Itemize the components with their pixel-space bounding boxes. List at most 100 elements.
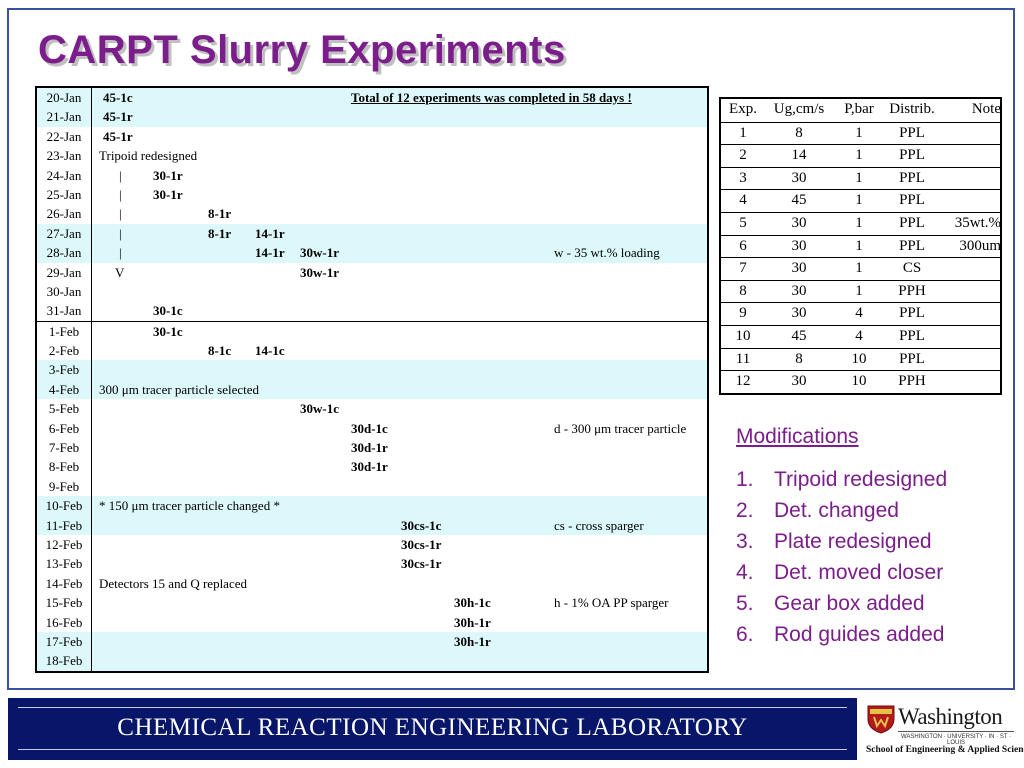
exp-row: 9 30 4 PPL [721,302,1000,325]
log-entry: 30h-1r [454,614,491,630]
modifications-heading: Modifications [736,425,859,448]
log-date: 10-Feb [37,496,92,516]
log-row: 30-Jan [37,281,707,302]
log-row: 2-Feb 8-1c 14-1c [37,341,707,361]
log-row: 14-Feb Detectors 15 and Q replaced [37,573,707,594]
modification-text: Tripoid redesigned [774,468,948,491]
exp-header-cell: Ug,cm/s [773,101,825,117]
log-date: 25-Jan [37,184,92,205]
log-entry: cs - cross sparger [554,517,644,533]
log-date: 7-Feb [37,438,92,458]
log-entry: 30cs-1r [401,536,442,552]
log-entry: 30-1c [153,303,183,319]
experiment-summary-table: Exp. Ug,cm/s P,bar Distrib. Note 1 8 1 PPL 2 14 1 PP… [719,97,1002,395]
modification-number: 4. [736,561,754,584]
exp-row: 6 30 1 PPL 300um [721,234,1001,258]
exp-cell: PPL [899,214,925,231]
exp-cell: 45 [791,192,807,209]
log-row: 5-Feb 30w-1c [37,399,707,419]
log-date: 14-Feb [37,573,92,594]
log-row: 31-Jan 30-1c [37,301,707,321]
exp-cell: 1 [855,282,863,299]
log-row: 28-Jan | 14-1r 30w-1r w - 35 wt.% loading [37,243,707,263]
exp-cell: 30 [791,237,807,254]
log-date: 29-Jan [37,262,92,282]
modification-text: Rod guides added [774,623,945,646]
log-date: 15-Feb [37,593,92,613]
footer-lab-name: CHEMICAL REACTION ENGINEERING LABORATORY [117,714,748,741]
log-date: 1-Feb [37,321,92,342]
exp-cell: 1 [855,147,863,164]
log-row: 11-Feb 30cs-1c cs - cross sparger [37,515,707,535]
exp-cell: 8 [795,124,803,141]
log-date: 12-Feb [37,534,92,555]
log-entry: 30cs-1c [401,517,442,533]
log-entry: 30-1r [153,186,183,202]
log-entry: 30h-1r [454,633,491,649]
log-entry: | [119,186,122,202]
modification-number: 6. [736,623,754,646]
exp-cell: PPL [899,327,925,344]
exp-cell: 1 [855,214,863,231]
exp-cell: 4 [855,305,863,322]
exp-cell: PPH [898,373,926,390]
log-entry: 30w-1r [300,264,339,280]
exp-cell: 30 [791,373,807,390]
exp-cell: 7 [739,260,747,277]
log-row: 3-Feb [37,360,707,380]
university-shield-icon [867,705,895,734]
log-entry: 30d-1r [351,459,388,475]
log-date: 26-Jan [37,204,92,224]
log-row: 8-Feb 30d-1r [37,457,707,477]
log-row: 7-Feb 30d-1r [37,438,707,458]
exp-cell: PPL [899,124,925,141]
log-date: 4-Feb [37,379,92,400]
exp-cell: 4 [855,327,863,344]
log-date: 8-Feb [37,457,92,477]
log-entry: 8-1r [208,225,232,241]
footer-banner: CHEMICAL REACTION ENGINEERING LABORATORY [8,698,857,760]
exp-cell: 1 [855,192,863,209]
log-row: 24-Jan | 30-1r [37,165,707,185]
log-entry: 30h-1c [454,595,491,611]
modification-item: 2. Det. changed [736,495,947,526]
log-row: 9-Feb [37,476,707,497]
exp-cell: PPL [899,192,925,209]
log-entry: | [119,225,122,241]
modification-item: 1. Tripoid redesigned [736,464,947,495]
exp-cell: PPH [898,282,926,299]
exp-cell: PPL [899,305,925,322]
exp-cell: PPL [899,169,925,186]
log-entry: 30d-1c [351,420,388,436]
slide-title: CARPT Slurry Experiments [38,28,566,72]
log-date: 30-Jan [37,281,92,302]
log-entry: V [115,264,125,280]
exp-cell: 8 [739,282,747,299]
log-row: 25-Jan | 30-1r [37,184,707,205]
log-row: 12-Feb 30cs-1r [37,534,707,555]
modification-number: 2. [736,499,754,522]
log-date: 24-Jan [37,165,92,185]
log-entry: 14-1c [255,343,285,359]
log-row: 15-Feb 30h-1c h - 1% OA PP sparger [37,593,707,613]
log-entry: 30w-1r [300,245,339,261]
modification-text: Plate redesigned [774,530,932,553]
exp-cell: 1 [855,237,863,254]
log-entry: Detectors 15 and Q replaced [99,575,247,591]
log-date: 13-Feb [37,554,92,574]
log-row: 13-Feb 30cs-1r [37,554,707,574]
exp-cell: 300um [959,237,1001,254]
log-date: 3-Feb [37,360,92,380]
exp-header-cell: Note [971,101,1001,117]
log-entry: 300 μm tracer particle selected [99,381,259,397]
modification-item: 3. Plate redesigned [736,526,947,557]
exp-row: 3 30 1 PPL [721,166,1000,190]
university-name: Washington [898,704,1003,729]
exp-cell: 4 [739,192,747,209]
log-row: 10-Feb * 150 μm tracer particle changed * [37,496,707,516]
log-date: 16-Feb [37,612,92,632]
log-date: 31-Jan [37,301,92,321]
exp-cell: PPL [899,350,925,367]
log-row: 16-Feb 30h-1r [37,612,707,632]
exp-row: 2 14 1 PPL [721,144,1000,167]
